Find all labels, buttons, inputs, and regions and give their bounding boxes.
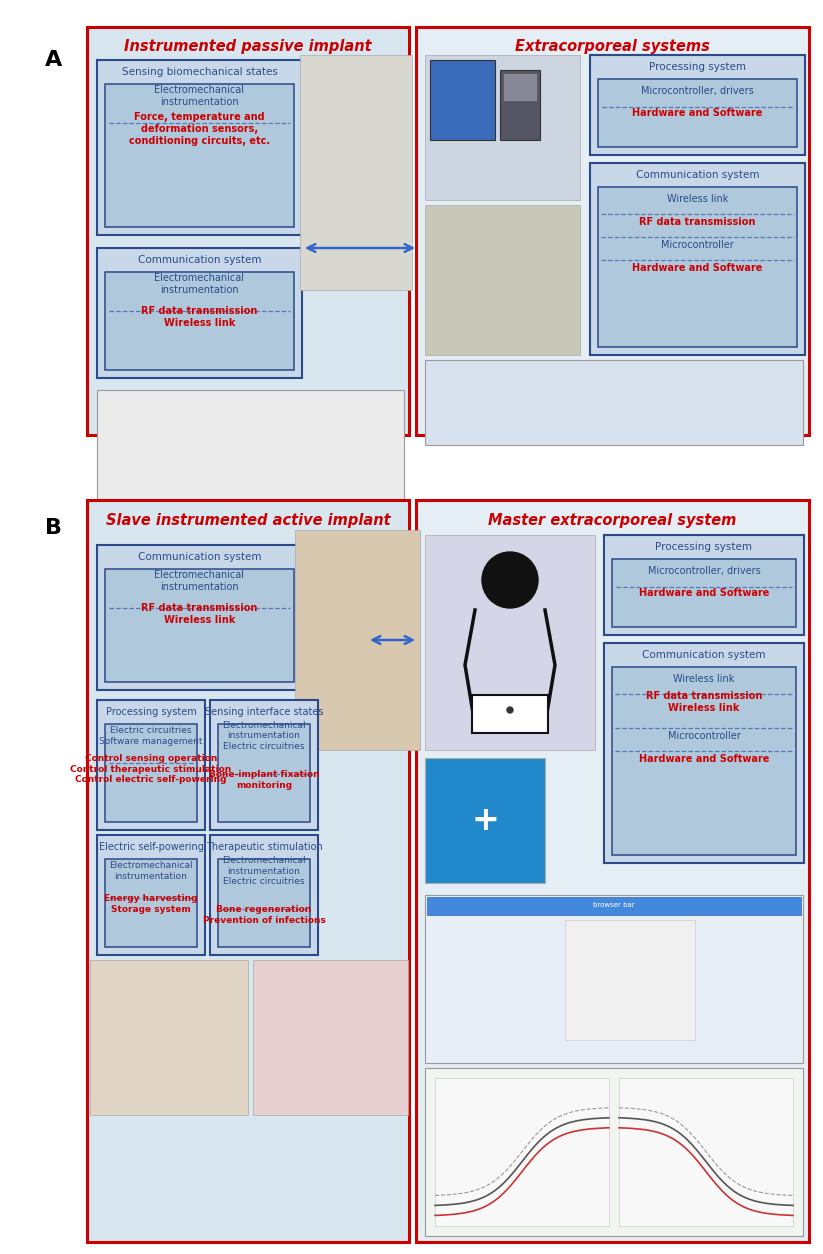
Text: Electromechanical
instrumentation: Electromechanical instrumentation (155, 571, 244, 592)
Text: Hardware and Software: Hardware and Software (639, 588, 770, 598)
Text: Instrumented passive implant: Instrumented passive implant (124, 39, 372, 54)
Bar (425, 1068, 803, 1236)
Text: Microcontroller, drivers: Microcontroller, drivers (648, 566, 760, 576)
Bar (105, 272, 294, 370)
Bar (97, 390, 404, 515)
Bar (619, 1078, 793, 1226)
Circle shape (507, 707, 513, 714)
Text: RF data transmission
Wireless link: RF data transmission Wireless link (142, 603, 258, 624)
Bar (425, 55, 580, 199)
Text: Electromechanical
instrumentation: Electromechanical instrumentation (109, 861, 193, 880)
Bar (565, 920, 695, 1040)
Text: Electromechanical
instrumentation
Electric circuitries: Electromechanical instrumentation Electr… (222, 721, 306, 751)
Text: Communication system: Communication system (137, 255, 261, 265)
Text: Slave instrumented active implant: Slave instrumented active implant (105, 513, 390, 528)
Text: RF data transmission
Wireless link: RF data transmission Wireless link (142, 306, 258, 327)
Bar (604, 535, 804, 635)
Text: Electric self-powering: Electric self-powering (99, 841, 203, 851)
Bar (97, 60, 302, 234)
Bar (425, 360, 803, 445)
Text: RF data transmission
Wireless link: RF data transmission Wireless link (646, 691, 762, 712)
Text: Force, temperature and
deformation sensors,
conditioning circuits, etc.: Force, temperature and deformation senso… (129, 113, 270, 145)
Bar (612, 667, 796, 855)
Text: Wireless link: Wireless link (673, 673, 735, 683)
Bar (295, 530, 420, 750)
Text: Bone regeneration
Prevention of infections: Bone regeneration Prevention of infectio… (202, 905, 325, 924)
Text: Electromechanical
instrumentation: Electromechanical instrumentation (155, 85, 244, 107)
Bar (430, 60, 495, 140)
Bar (97, 700, 205, 830)
Text: Hardware and Software: Hardware and Software (639, 754, 770, 764)
Text: Processing system: Processing system (655, 542, 752, 552)
Text: RF data transmission: RF data transmission (639, 217, 756, 227)
Text: Hardware and Software: Hardware and Software (632, 108, 763, 118)
Text: Sensing biomechanical states: Sensing biomechanical states (122, 66, 277, 76)
Bar (300, 55, 412, 290)
Bar (425, 204, 580, 355)
Text: Extracorporeal systems: Extracorporeal systems (515, 39, 710, 54)
Circle shape (482, 552, 538, 608)
Text: Therapeutic stimulation: Therapeutic stimulation (206, 841, 323, 851)
Bar (105, 724, 197, 823)
Text: Microcontroller, drivers: Microcontroller, drivers (641, 87, 754, 97)
Bar (97, 835, 205, 956)
Text: Sensing interface states: Sensing interface states (205, 707, 323, 717)
Text: Master extracorporeal system: Master extracorporeal system (488, 513, 737, 528)
Bar (472, 695, 548, 734)
Bar (210, 835, 318, 956)
Bar (97, 248, 302, 377)
Bar (427, 897, 801, 915)
Bar (425, 757, 545, 883)
Text: Communication system: Communication system (635, 171, 760, 181)
Bar (105, 84, 294, 227)
Bar (435, 1078, 609, 1226)
Text: Energy harvesting
Storage system: Energy harvesting Storage system (105, 894, 198, 914)
Text: Microcontroller: Microcontroller (661, 240, 734, 250)
Text: Communication system: Communication system (642, 650, 765, 660)
Text: Bone-implant fixation
monitoring: Bone-implant fixation monitoring (209, 770, 319, 790)
Text: B: B (45, 518, 62, 538)
Text: Hardware and Software: Hardware and Software (632, 263, 763, 273)
Text: Electromechanical
instrumentation
Electric circuitries: Electromechanical instrumentation Electr… (222, 856, 306, 885)
Bar (425, 895, 803, 1063)
Text: Processing system: Processing system (649, 61, 746, 71)
Bar (598, 79, 797, 147)
Bar (105, 569, 294, 682)
Text: Electromechanical
instrumentation: Electromechanical instrumentation (155, 273, 244, 295)
Bar (97, 545, 302, 690)
Text: Wireless link: Wireless link (667, 194, 728, 204)
Bar (416, 28, 809, 435)
Bar (210, 700, 318, 830)
Bar (590, 55, 805, 155)
Text: Microcontroller: Microcontroller (667, 731, 741, 741)
Bar (590, 163, 805, 355)
Bar (253, 961, 408, 1115)
Bar (503, 73, 537, 102)
Bar (87, 500, 409, 1241)
Text: Processing system: Processing system (105, 707, 197, 717)
Bar (612, 559, 796, 627)
Text: Electric circuitries
Software management: Electric circuitries Software management (100, 726, 202, 746)
Text: +: + (471, 804, 499, 836)
Bar (416, 500, 809, 1241)
Bar (598, 187, 797, 347)
Bar (425, 535, 595, 750)
Text: Control sensing operation
Control therapeutic stimulation
Control electric self-: Control sensing operation Control therap… (71, 754, 231, 784)
Bar (218, 724, 310, 823)
Text: browser bar: browser bar (593, 902, 635, 908)
Bar (105, 859, 197, 947)
Bar (500, 70, 540, 140)
Bar (87, 28, 409, 435)
Bar (90, 961, 248, 1115)
Text: Communication system: Communication system (137, 552, 261, 562)
Bar (218, 859, 310, 947)
Text: A: A (45, 50, 63, 70)
Bar (604, 643, 804, 863)
